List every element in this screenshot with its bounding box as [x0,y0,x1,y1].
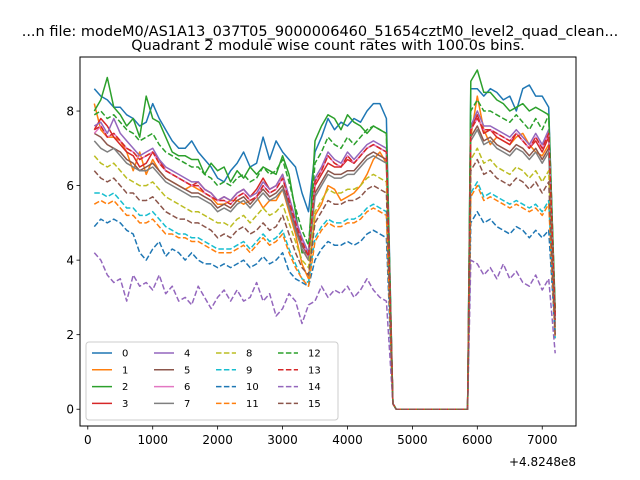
y-tick-label: 6 [66,179,74,193]
legend-label-11: 11 [246,399,259,410]
legend-label-15: 15 [308,399,321,410]
series-line-2 [93,69,556,410]
legend-label-7: 7 [184,399,190,410]
series-line-14 [93,252,556,410]
series-line-15 [93,158,556,410]
legend-label-14: 14 [308,382,321,393]
series-line-13 [93,117,556,410]
x-tick-label: 3000 [267,433,298,447]
x-tick-label: 5000 [397,433,428,447]
y-tick-label: 0 [66,403,74,417]
legend-label-8: 8 [246,349,252,360]
x-axis: 0 1000 2000 3000 4000 5000 6000 7000 [84,426,558,447]
legend-label-4: 4 [184,349,190,360]
legend-label-3: 3 [122,399,128,410]
series-line-4 [93,110,556,410]
legend-label-2: 2 [122,382,128,393]
series-layer [93,69,556,410]
series-line-10 [93,210,556,410]
y-axis: 0 2 4 6 8 [66,105,80,417]
x-tick-label: 1000 [137,433,168,447]
chart-title: Quadrant 2 module wise count rates with … [131,38,525,54]
y-tick-label: 2 [66,328,74,342]
legend-box [85,341,339,421]
figure-suptitle: ...n file: modeM0/AS1A13_037T05_90000064… [22,24,619,40]
series-line-11 [93,184,556,410]
legend-label-5: 5 [184,365,190,376]
legend-label-10: 10 [246,382,259,393]
series-line-8 [93,147,556,410]
series-line-0 [93,84,556,410]
legend-label-13: 13 [308,365,321,376]
legend-label-0: 0 [122,349,128,360]
series-line-5 [93,125,556,410]
series-line-9 [94,181,556,410]
legend-label-1: 1 [122,365,128,376]
x-tick-label: 7000 [527,433,558,447]
series-line-7 [93,128,556,410]
legend-label-9: 9 [246,365,252,376]
x-axis-offset-label: +4.8248e8 [509,455,576,469]
y-tick-label: 4 [66,254,74,268]
series-line-12 [93,99,556,410]
legend-label-6: 6 [184,382,190,393]
y-tick-label: 8 [66,105,74,119]
x-tick-label: 4000 [332,433,363,447]
legend-label-12: 12 [308,349,321,360]
x-tick-label: 2000 [202,433,233,447]
x-tick-label: 6000 [462,433,493,447]
axes-frame [79,56,577,427]
x-tick-label: 0 [84,433,92,447]
